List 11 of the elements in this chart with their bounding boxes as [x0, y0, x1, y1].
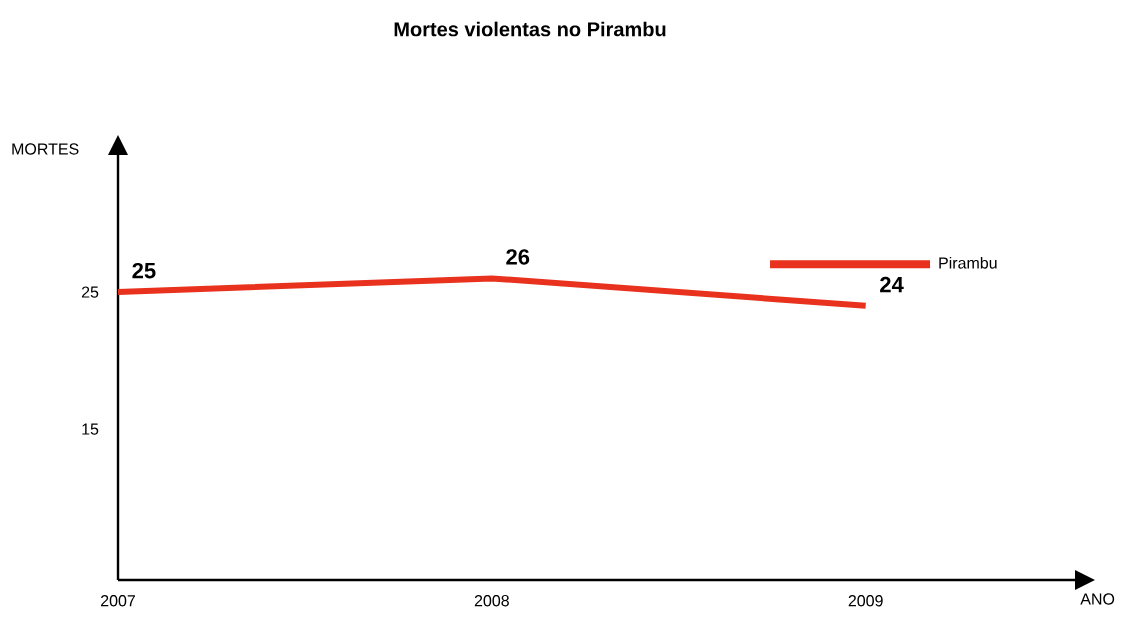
x-tick-label: 2009: [848, 595, 883, 607]
x-tick-label: 2007: [101, 595, 135, 607]
data-label: 24: [880, 276, 904, 293]
x-axis-title: ANO: [1080, 593, 1115, 605]
x-tick-label: 2008: [474, 595, 509, 607]
y-tick-label: 15: [82, 423, 99, 435]
chart-title: Mortes violentas no Pirambu: [394, 21, 666, 37]
y-axis-title: MORTES: [12, 143, 79, 155]
data-label: 26: [506, 249, 530, 265]
text: Pirambu: [939, 256, 997, 269]
data-label: 25: [132, 262, 156, 279]
